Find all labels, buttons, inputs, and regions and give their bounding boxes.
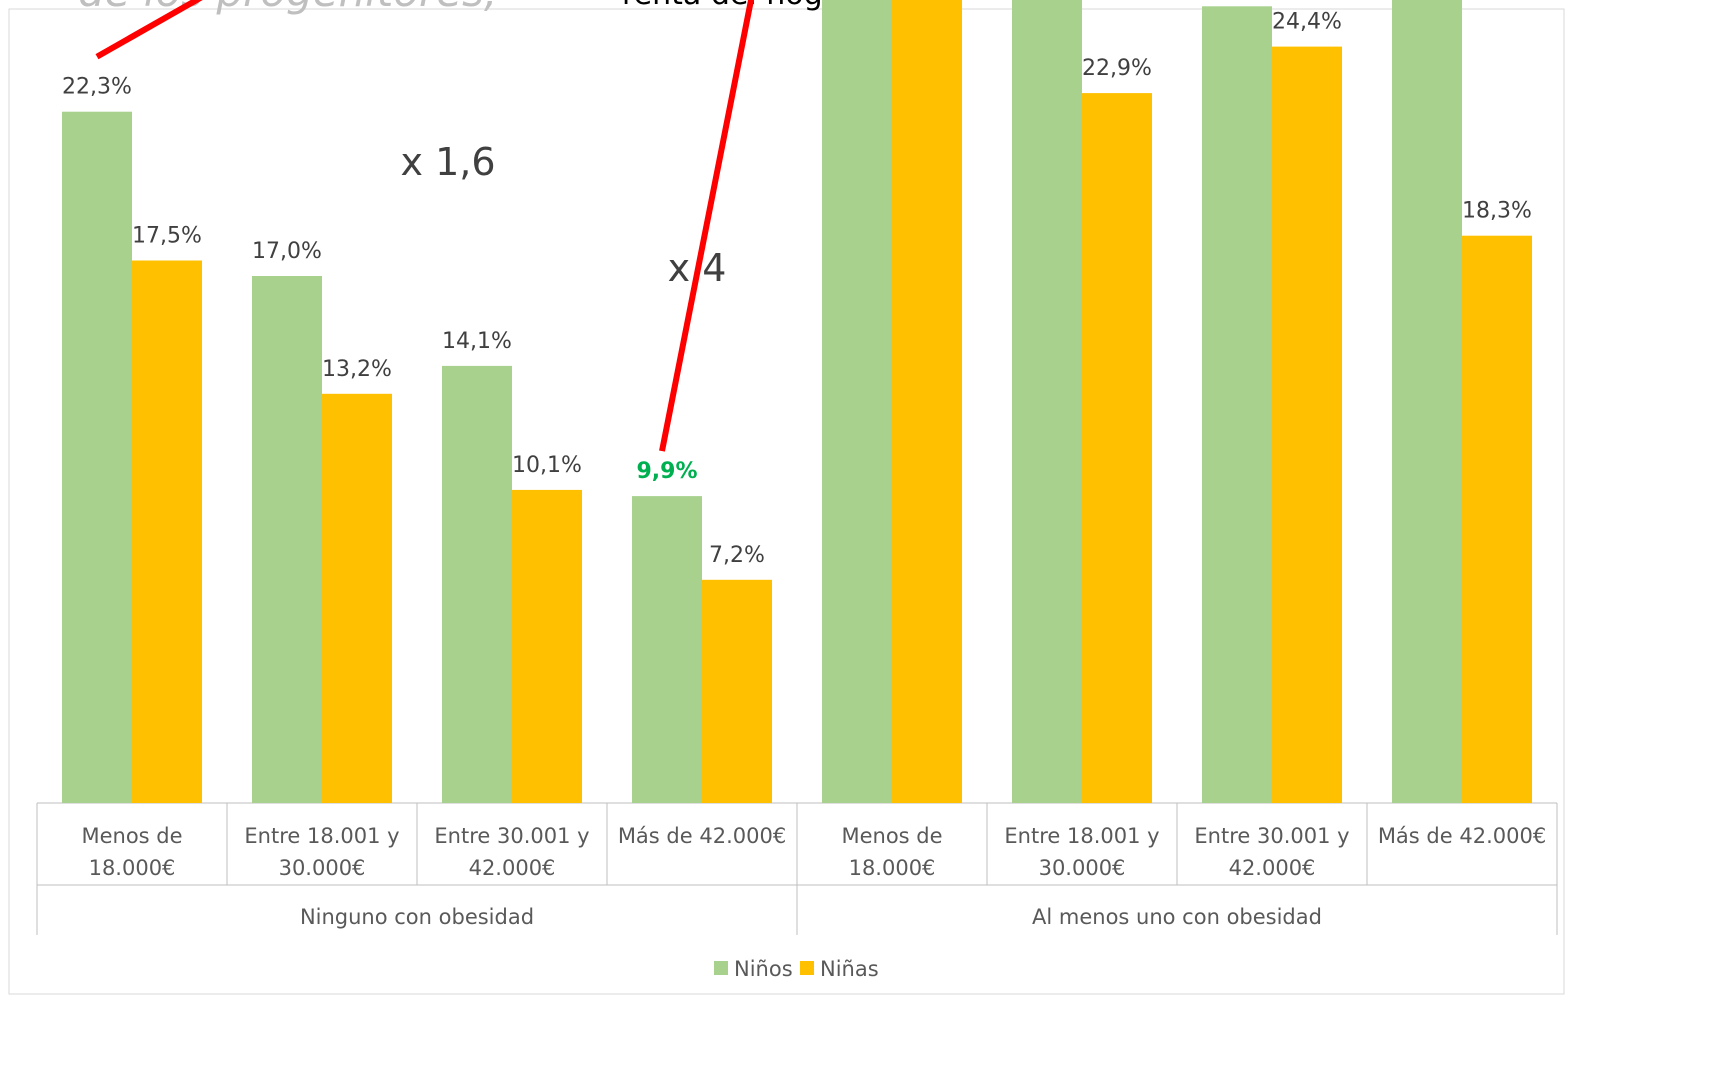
- category-tick-label: 42.000€: [469, 856, 556, 880]
- data-label: 13,2%: [322, 357, 392, 382]
- legend-swatch: [714, 961, 728, 975]
- category-tick-label: 42.000€: [1229, 856, 1316, 880]
- category-tick-label: 30.000€: [279, 856, 366, 880]
- category-tick-label: Más de 42.000€: [618, 824, 786, 848]
- group-label: Ninguno con obesidad: [300, 905, 534, 929]
- data-label: 14,1%: [442, 329, 512, 354]
- data-label: 22,9%: [1082, 56, 1152, 81]
- bar: [702, 579, 772, 803]
- annotation-arrow: [659, 0, 755, 452]
- bar: [322, 393, 392, 803]
- legend-label: Niños: [734, 957, 793, 981]
- category-tick-label: 18.000€: [89, 856, 176, 880]
- legend-swatch: [800, 961, 814, 975]
- bar: [1272, 46, 1342, 804]
- category-tick-label: 18.000€: [849, 856, 936, 880]
- data-label: 17,0%: [252, 239, 322, 264]
- bar: [62, 111, 132, 803]
- category-tick-label: Entre 18.001 y: [1004, 824, 1159, 848]
- bar: [1202, 6, 1272, 804]
- bar: [1462, 235, 1532, 803]
- data-labels: 22,3%17,0%14,1%9,9%36,2%30,1%25,7%26,0%1…: [62, 10, 1532, 568]
- category-tick-label: Menos de: [841, 824, 942, 848]
- legend-label: Niñas: [820, 957, 879, 981]
- data-label: 10,1%: [512, 453, 582, 478]
- data-label: 9,9%: [636, 459, 697, 484]
- category-tick-label: Entre 18.001 y: [244, 824, 399, 848]
- category-tick-label: Menos de: [81, 824, 182, 848]
- annotation-text: x 1,6: [401, 140, 496, 184]
- category-tick-label: Entre 30.001 y: [1194, 824, 1349, 848]
- chart-border: [8, 8, 1565, 995]
- bar: [892, 0, 962, 803]
- bar: [1082, 93, 1152, 804]
- bar: [1392, 0, 1462, 803]
- bars: [62, 0, 1532, 804]
- category-tick-label: Más de 42.000€: [1378, 824, 1546, 848]
- data-label: 7,2%: [709, 543, 765, 568]
- bar: [512, 489, 582, 803]
- bar: [1012, 0, 1082, 803]
- category-tick-label: 30.000€: [1039, 856, 1126, 880]
- bar: [132, 260, 202, 803]
- bar: [632, 496, 702, 803]
- category-axis: Menos de 18.000€ Entre 18.001 y 30.000€ Entr…: [36, 802, 1558, 935]
- legend: Niños Niñas: [714, 957, 879, 981]
- annotations: x 1,6 x 4: [95, 0, 755, 452]
- bar: [252, 276, 322, 803]
- category-tick-label: Entre 30.001 y: [434, 824, 589, 848]
- chart-frame: de los progenitores, renta del hogar y s…: [8, 0, 1565, 995]
- data-label: 18,3%: [1462, 199, 1532, 224]
- bar-chart: de los progenitores, renta del hogar y s…: [8, 0, 1565, 995]
- bar: [822, 0, 892, 803]
- bar: [442, 365, 512, 803]
- data-label: 17,5%: [132, 224, 202, 249]
- data-label: 24,4%: [1272, 10, 1342, 35]
- group-label: Al menos uno con obesidad: [1032, 905, 1322, 929]
- data-label: 22,3%: [62, 75, 132, 100]
- annotation-text: x 4: [668, 246, 727, 290]
- chart-title-prefix: de los progenitores,: [78, 0, 497, 16]
